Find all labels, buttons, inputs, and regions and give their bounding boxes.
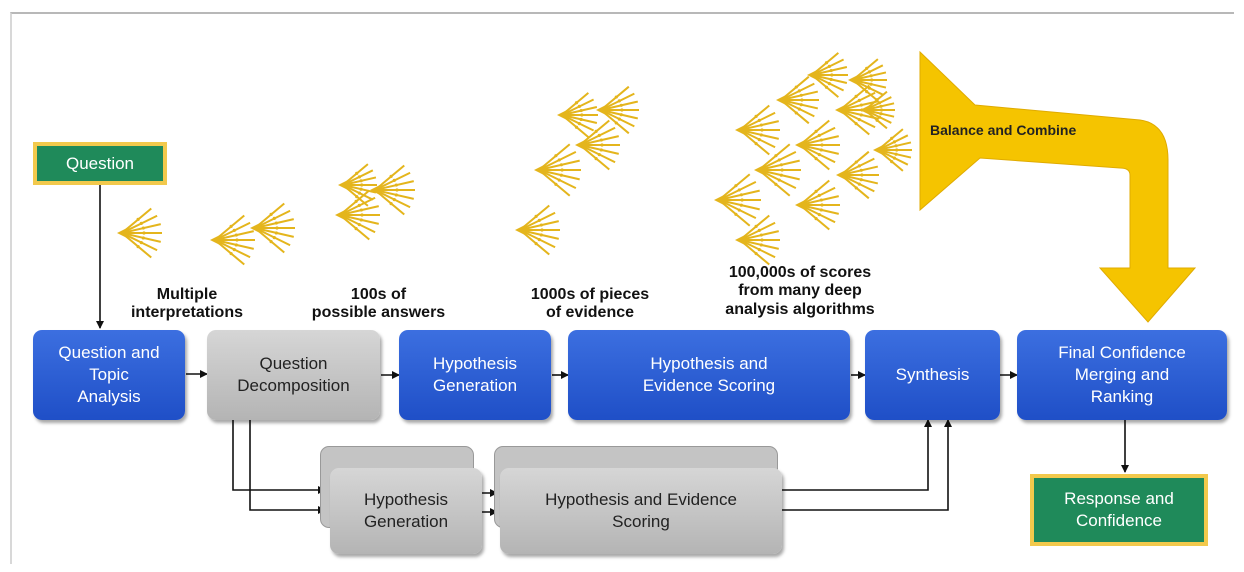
annotation-interpretations: Multiple interpretations (130, 286, 243, 322)
fan-branch (754, 143, 801, 197)
fan-branch (848, 58, 887, 102)
fan-branch (795, 179, 840, 231)
fan-branch (776, 75, 819, 125)
question-label: Question (65, 153, 135, 173)
fan-branch (735, 214, 780, 266)
annotation-evidence: 1000s of pieces of evidence (530, 286, 650, 322)
fan-branch (596, 85, 639, 135)
stage-synthesis-label: Synthesis (895, 365, 970, 385)
parallel-evidence-scoring: Hypothesis and Evidence Scoring (500, 468, 782, 554)
stage-final-ranking: Final Confidence Merging and Ranking (1017, 330, 1227, 420)
fan-branch (873, 128, 912, 172)
fan-branch (735, 104, 780, 156)
fan-branch (534, 143, 581, 197)
balance-combine-arrow (919, 50, 1197, 323)
parallel-evidence-scoring-label: Hypothesis and Evidence Scoring (545, 490, 737, 531)
stage-decomposition: Question Decomposition (207, 330, 380, 420)
response-confidence-box: Response and Confidence (1030, 474, 1208, 546)
stage-hypothesis-generation-label: Hypothesis Generation (432, 354, 518, 395)
fan-branch (515, 204, 560, 256)
stage-synthesis: Synthesis (865, 330, 1000, 420)
stage-final-ranking-label: Final Confidence Merging and Ranking (1058, 343, 1186, 406)
fan-branch (117, 207, 162, 259)
stage-evidence-scoring-label: Hypothesis and Evidence Scoring (642, 354, 776, 395)
branching-fans (117, 52, 912, 266)
stage-hypothesis-generation: Hypothesis Generation (399, 330, 551, 420)
flow-connectors (96, 185, 1129, 516)
fan-branch (250, 202, 295, 254)
balance-combine-label: Balance and Combine (930, 122, 1077, 138)
stage-decomposition-label: Question Decomposition (237, 354, 350, 395)
fan-branch (557, 92, 598, 138)
fan-branch (860, 90, 895, 130)
question-box: Question (33, 142, 167, 185)
fan-branch (795, 119, 840, 171)
fan-branch (836, 150, 879, 200)
fan-branch (370, 164, 415, 216)
stage-topic-analysis-label: Question and Topic Analysis (58, 343, 160, 406)
annotation-scores: 100,000s of scores from many deep analys… (725, 264, 875, 318)
arrow-parallel-to-synthesis-2 (782, 419, 952, 511)
fan-branch (807, 52, 848, 98)
arrow-decomposition-to-parallel-2 (249, 420, 326, 514)
parallel-hypothesis-generation: Hypothesis Generation (330, 468, 482, 554)
annotation-answers: 100s of possible answers (311, 286, 446, 322)
stage-topic-analysis: Question and Topic Analysis (33, 330, 185, 420)
fan-branch (714, 173, 761, 227)
response-label: Response and Confidence (1064, 489, 1174, 530)
arrow-decomposition-to-parallel-1 (232, 420, 326, 494)
fan-branch (575, 119, 620, 171)
stage-evidence-scoring: Hypothesis and Evidence Scoring (568, 330, 850, 420)
fan-branch (835, 84, 880, 136)
parallel-hypothesis-generation-label: Hypothesis Generation (363, 490, 449, 531)
fan-branch (210, 214, 255, 266)
fan-branch (338, 163, 377, 207)
arrow-parallel-to-synthesis-1 (782, 419, 932, 491)
fan-branch (335, 189, 380, 241)
diagram-frame (10, 12, 1234, 564)
